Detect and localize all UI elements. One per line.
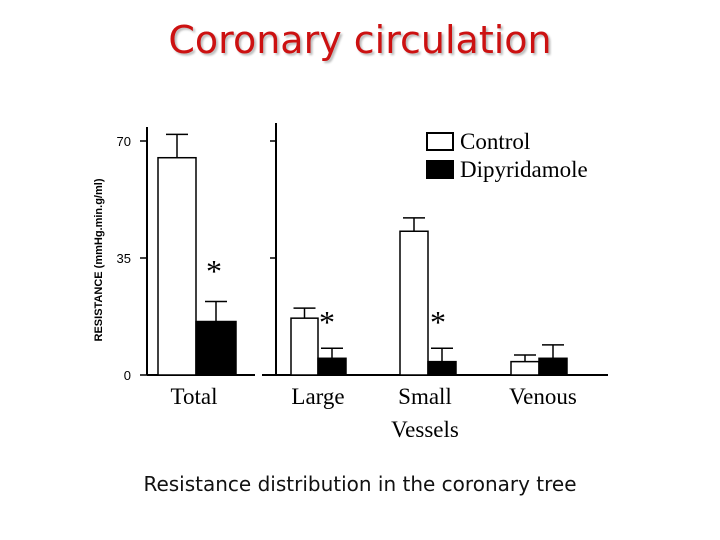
chart-bars bbox=[157, 133, 568, 376]
x-tick-label-venous: Venous bbox=[509, 384, 577, 409]
significance-asterisk: * bbox=[319, 304, 335, 340]
slide-title: Coronary circulation bbox=[168, 18, 552, 62]
y-tick-label: 35 bbox=[117, 251, 131, 266]
chart-labels: * * * Total Large Small Venous Vessels bbox=[171, 253, 577, 442]
legend-swatch-control bbox=[426, 132, 454, 151]
bar-control-total bbox=[157, 156, 197, 376]
chart-legend: Control Dipyridamole bbox=[426, 129, 588, 182]
y-axis-label: RESISTANCE (mmHg.min.g/ml) bbox=[93, 178, 105, 341]
x-tick-label-small: Small bbox=[398, 384, 452, 409]
slide-caption: Resistance distribution in the coronary … bbox=[143, 472, 577, 496]
bar-dipyridamole-small bbox=[427, 360, 457, 376]
bar-control-small bbox=[399, 230, 429, 376]
x-axis-label: Vessels bbox=[391, 417, 459, 442]
bar-chart: 0 35 70 RESISTANCE (mmHg.min.g/ml) * * * Total… bbox=[93, 123, 608, 442]
legend-label-dipyridamole: Dipyridamole bbox=[460, 157, 588, 182]
bar-control-venous bbox=[510, 360, 540, 376]
y-tick-label: 0 bbox=[124, 368, 131, 383]
legend-swatch-dipyridamole bbox=[426, 160, 454, 179]
bar-dipyridamole-total bbox=[195, 320, 237, 376]
bar-dipyridamole-large bbox=[317, 357, 347, 376]
significance-asterisk: * bbox=[206, 253, 222, 289]
bar-dipyridamole-venous bbox=[538, 357, 568, 376]
bar-control-large bbox=[290, 317, 319, 376]
significance-asterisk: * bbox=[430, 304, 446, 340]
x-tick-label-total: Total bbox=[171, 384, 218, 409]
legend-label-control: Control bbox=[460, 129, 530, 154]
x-tick-label-large: Large bbox=[291, 384, 344, 409]
y-tick-label: 70 bbox=[117, 134, 131, 149]
